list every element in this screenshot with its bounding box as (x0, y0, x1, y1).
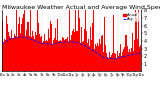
Text: Milwaukee Weather Actual and Average Wind Speed by Minute mph (Last 24 Hours): Milwaukee Weather Actual and Average Win… (2, 5, 160, 10)
Legend: Actual, Avg: Actual, Avg (123, 12, 139, 22)
